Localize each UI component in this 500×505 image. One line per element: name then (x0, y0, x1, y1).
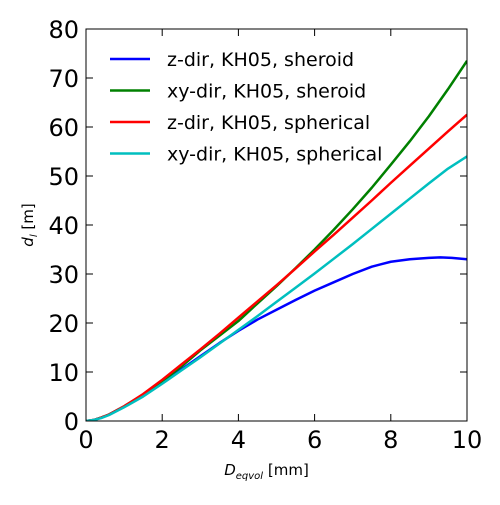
y-tick-label: 70 (48, 65, 79, 93)
y-tick-label: 60 (48, 114, 79, 142)
y-tick-label: 0 (64, 408, 79, 436)
x-tick-label: 6 (307, 426, 322, 454)
series-lines (86, 60, 467, 421)
x-tick-label: 2 (155, 426, 170, 454)
legend: z-dir, KH05, sheroid xy-dir, KH05, sheroi… (110, 49, 382, 166)
legend-label-4: xy-dir, KH05, spherical (167, 144, 382, 166)
series-line-4 (86, 155, 467, 421)
x-tick-label: 4 (231, 426, 246, 454)
legend-label-3: z-dir, KH05, spherical (167, 112, 370, 134)
x-tick-label: 0 (78, 426, 93, 454)
y-tick-label: 20 (48, 310, 79, 338)
legend-label-2: xy-dir, KH05, sheroid (167, 81, 366, 103)
y-tick-label: 30 (48, 261, 79, 289)
x-tick-label: 8 (383, 426, 398, 454)
tick-labels: 0 2 4 6 8 10 0 10 20 30 40 50 60 70 80 (48, 16, 482, 454)
y-tick-label: 10 (48, 359, 79, 387)
y-axis-label: dl [m] (19, 203, 40, 246)
y-tick-label: 40 (48, 212, 79, 240)
y-tick-label: 80 (48, 16, 79, 44)
x-tick-label: 10 (452, 426, 483, 454)
axis-ticks (85, 28, 468, 422)
x-axis-label: Deqvol [mm] (224, 461, 309, 482)
y-tick-label: 50 (48, 163, 79, 191)
legend-label-1: z-dir, KH05, sheroid (167, 49, 354, 71)
